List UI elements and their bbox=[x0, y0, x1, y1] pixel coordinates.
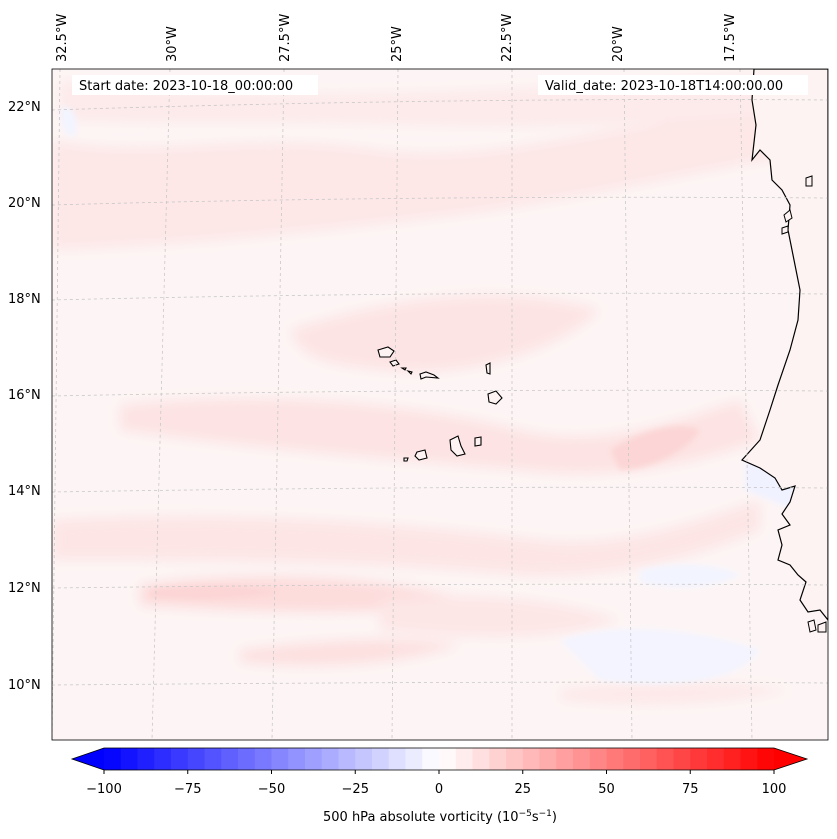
colorbar-cell bbox=[455, 748, 474, 770]
valid-date-box bbox=[538, 75, 808, 95]
colorbar-tick-label: −75 bbox=[174, 782, 201, 797]
colorbar-tick-label: −25 bbox=[342, 782, 369, 797]
west-africa-land bbox=[741, 69, 828, 621]
lat-label: 14°N bbox=[8, 484, 41, 499]
colorbar-cell bbox=[556, 748, 574, 770]
lon-label: 20°W bbox=[611, 26, 626, 62]
colorbar-label: 500 hPa absolute vorticity (10−5s−1) bbox=[323, 809, 557, 825]
colorbar-cell bbox=[321, 748, 340, 770]
lat-label: 10°N bbox=[8, 678, 41, 693]
coastal-islands bbox=[781, 175, 827, 633]
lat-label: 20°N bbox=[8, 196, 41, 211]
colorbar-cell bbox=[271, 748, 289, 770]
colorbar-cell bbox=[690, 748, 708, 770]
colorbar-cell bbox=[187, 748, 206, 770]
colorbar-cell bbox=[573, 748, 591, 770]
map-gridlines bbox=[52, 69, 828, 740]
colorbar-low-extension bbox=[72, 748, 104, 770]
lon-label: 25°W bbox=[390, 26, 405, 62]
lat-label: 18°N bbox=[8, 292, 41, 307]
colorbar-high-extension bbox=[774, 748, 807, 770]
colorbar-cell bbox=[472, 748, 490, 770]
longitude-labels: 32.5°W 30°W 27.5°W 25°W 22.5°W 20°W 17.5… bbox=[55, 14, 738, 62]
colorbar-cell bbox=[656, 748, 675, 770]
latitude-labels: 22°N 20°N 18°N 16°N 14°N 12°N 10°N bbox=[8, 100, 41, 693]
lon-label: 32.5°W bbox=[55, 14, 70, 62]
colorbar-cell bbox=[522, 748, 541, 770]
map-frame bbox=[51, 68, 829, 741]
start-date-text: Start date: 2023-10-18_00:00:00 bbox=[79, 79, 293, 94]
colorbar-tick-label: 0 bbox=[435, 782, 443, 797]
colorbar-cell bbox=[154, 748, 172, 770]
lat-label: 22°N bbox=[8, 100, 41, 115]
colorbar-cell bbox=[539, 748, 557, 770]
lat-label: 12°N bbox=[8, 581, 41, 596]
colorbar-cell bbox=[623, 748, 641, 770]
colorbar-tick-label: 75 bbox=[682, 782, 699, 797]
colorbar-cell bbox=[372, 748, 390, 770]
valid-date-text: Valid_date: 2023-10-18T14:00:00.00 bbox=[545, 79, 783, 94]
colorbar-cell bbox=[673, 748, 691, 770]
colorbar-cell bbox=[305, 748, 323, 770]
colorbar-cell bbox=[489, 748, 507, 770]
colorbar-cell bbox=[606, 748, 624, 770]
colorbar-cell bbox=[707, 748, 725, 770]
lon-label: 22.5°W bbox=[500, 14, 515, 62]
colorbar-cell bbox=[422, 748, 440, 770]
lon-label: 17.5°W bbox=[723, 14, 738, 62]
lat-label: 16°N bbox=[8, 388, 41, 403]
colorbar-cell bbox=[104, 748, 122, 770]
colorbar-tick-label: 50 bbox=[598, 782, 615, 797]
colorbar-cell bbox=[171, 748, 189, 770]
colorbar-cell bbox=[238, 748, 256, 770]
colorbar-cell bbox=[640, 748, 658, 770]
cape-verde-islands bbox=[377, 346, 503, 462]
vorticity-shading-strong bbox=[150, 426, 700, 599]
colorbar-tick-label: 100 bbox=[762, 782, 787, 797]
colorbar-cell bbox=[740, 748, 758, 770]
colorbar-cell bbox=[405, 748, 423, 770]
colorbar-cell bbox=[338, 748, 356, 770]
colorbar-cell bbox=[589, 748, 608, 770]
colorbar-cell bbox=[757, 748, 775, 770]
colorbar-cell bbox=[254, 748, 273, 770]
map-panel[interactable] bbox=[52, 69, 828, 740]
colorbar-cell bbox=[204, 748, 222, 770]
colorbar-cell bbox=[723, 748, 742, 770]
colorbar-cell bbox=[506, 748, 524, 770]
colorbar-cell bbox=[288, 748, 306, 770]
colorbar: −100 −75 −50 −25 0 25 50 75 100 500 hPa absolute… bbox=[70, 747, 809, 825]
colorbar-tick-label: −50 bbox=[258, 782, 285, 797]
colorbar-tick-label: 25 bbox=[514, 782, 531, 797]
lon-label: 27.5°W bbox=[278, 14, 293, 62]
colorbar-cells bbox=[104, 748, 775, 770]
colorbar-cell bbox=[388, 748, 407, 770]
colorbar-cell bbox=[355, 748, 373, 770]
colorbar-cell bbox=[221, 748, 239, 770]
colorbar-cell bbox=[439, 748, 457, 770]
colorbar-tick-label: −100 bbox=[86, 782, 122, 797]
colorbar-cell bbox=[120, 748, 139, 770]
colorbar-cell bbox=[137, 748, 155, 770]
lon-label: 30°W bbox=[165, 26, 180, 62]
start-date-box bbox=[72, 75, 318, 95]
colorbar-ticks: −100 −75 −50 −25 0 25 50 75 100 bbox=[86, 770, 786, 797]
